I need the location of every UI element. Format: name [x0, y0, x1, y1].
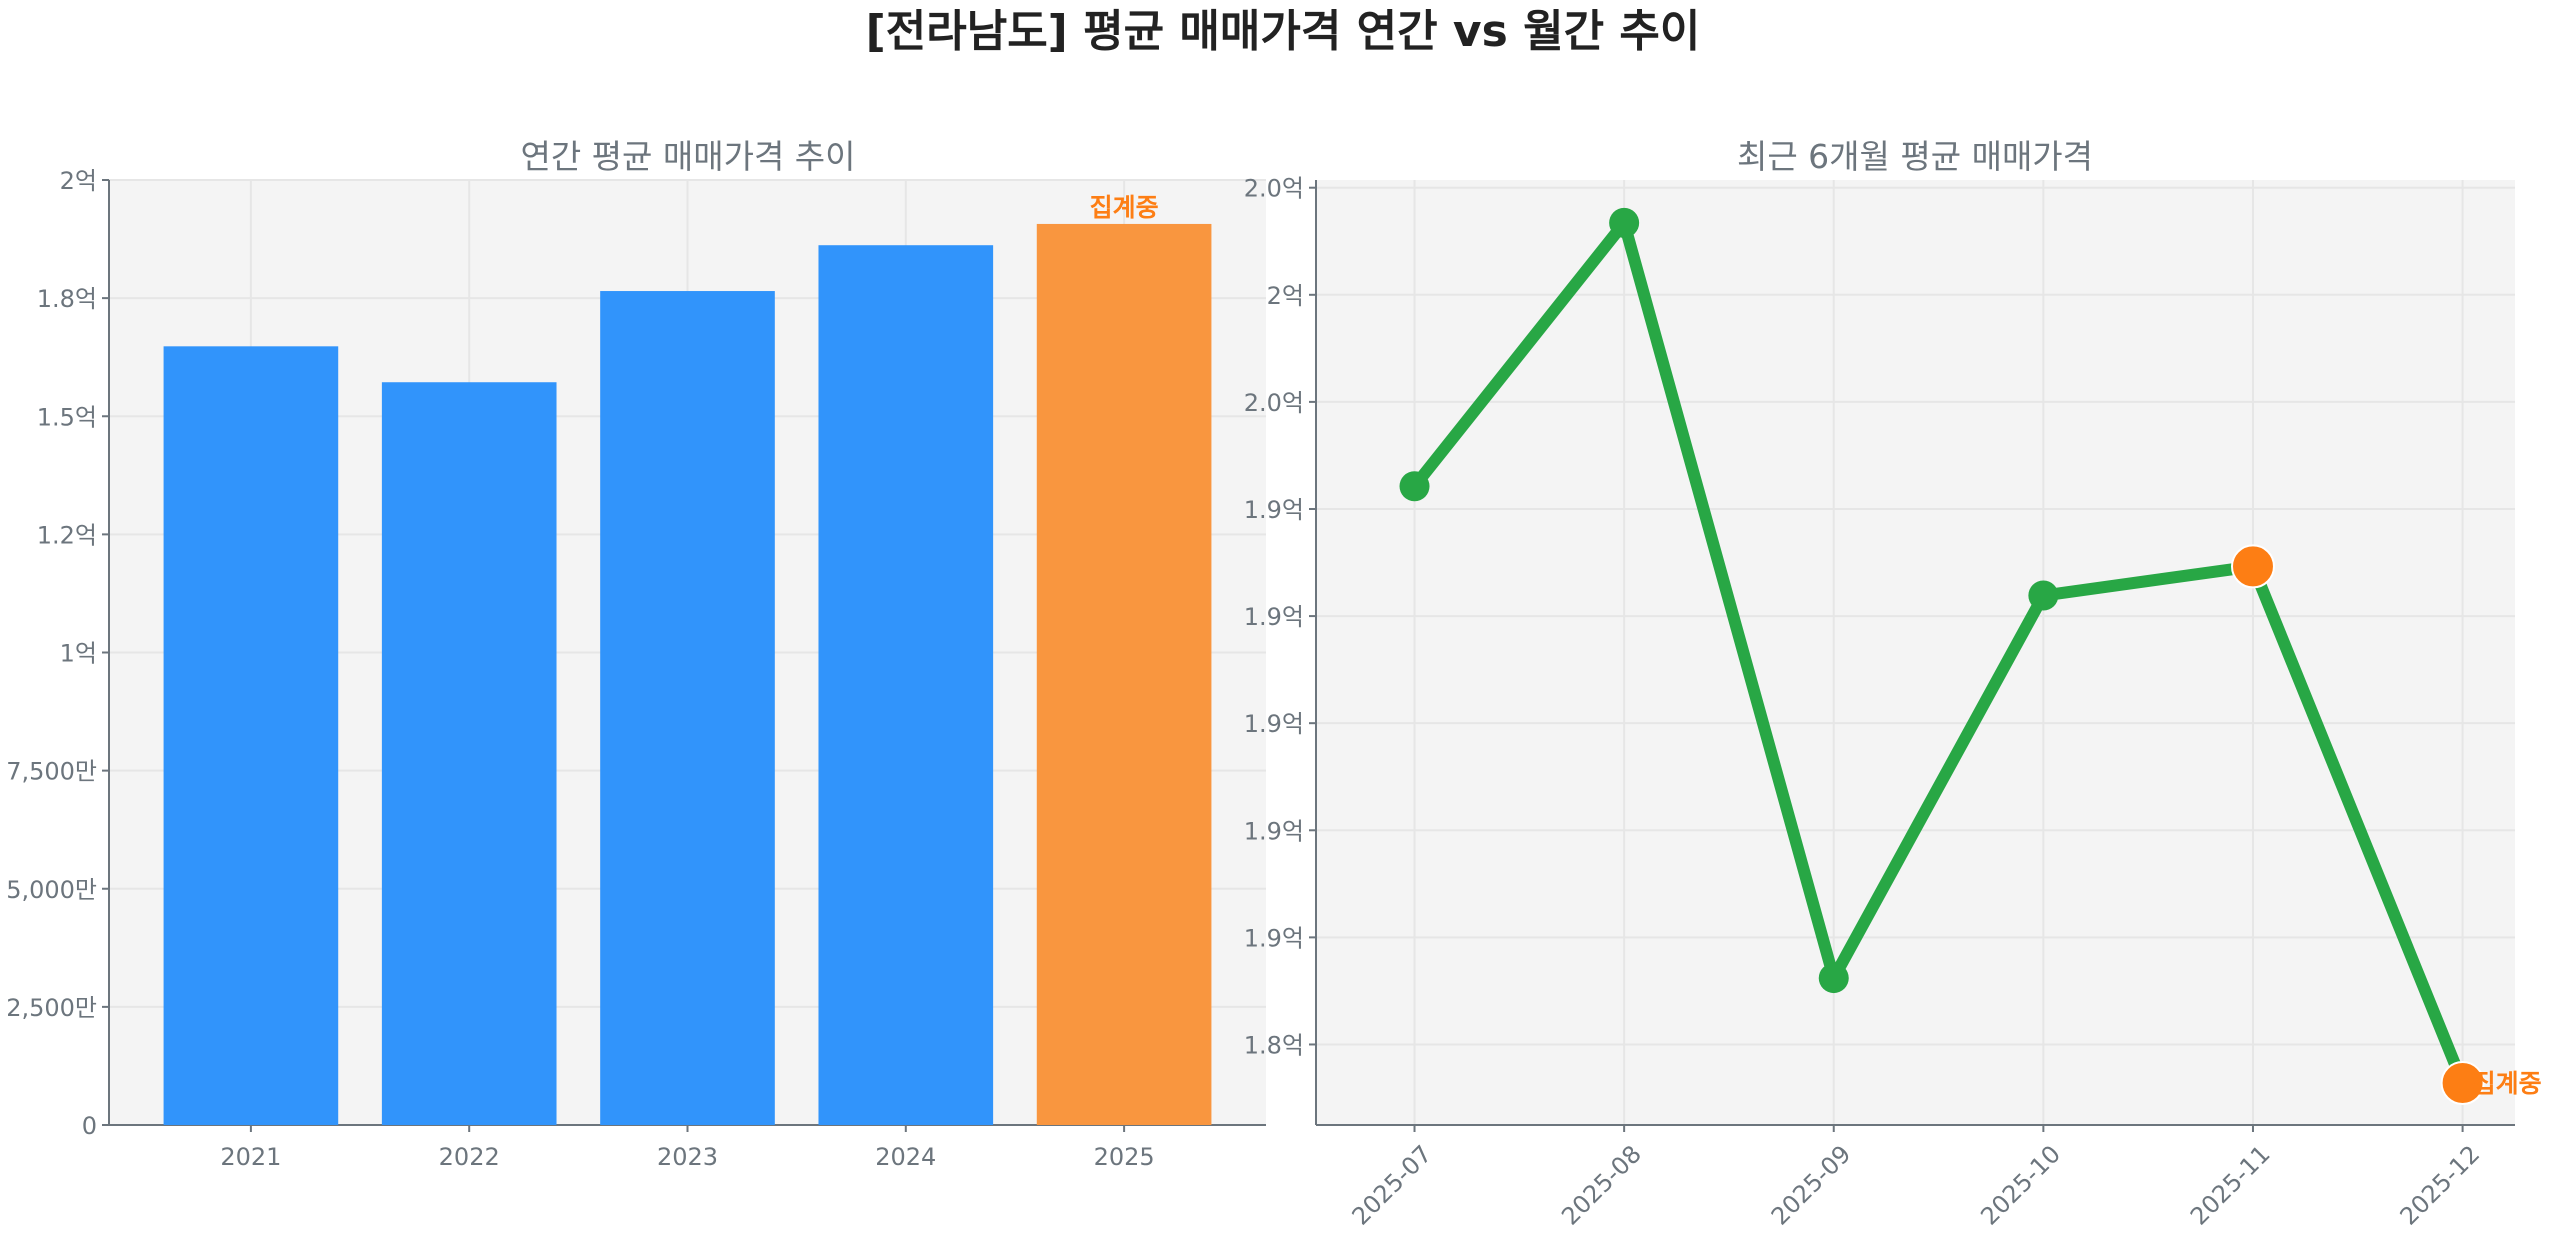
annotation-label: 집계중 — [1090, 193, 1159, 222]
x-tick-label: 2025-11 — [2185, 1140, 2276, 1231]
x-tick-label: 2025-10 — [1975, 1140, 2066, 1231]
data-point-2025-10 — [2028, 580, 2059, 611]
data-point-2025-09 — [1818, 963, 1849, 994]
price-line — [1409, 216, 2469, 1086]
x-tick-label: 2021 — [220, 1143, 281, 1171]
y-tick-label: 0 — [82, 1112, 97, 1140]
y-tick-label: 1.9억 — [1244, 924, 1304, 952]
y-tick-label: 1.9억 — [1244, 817, 1304, 845]
x-tick-label: 2023 — [657, 1143, 718, 1171]
bar-2022 — [381, 382, 557, 1126]
bar-2021 — [163, 346, 339, 1125]
x-tick-label: 2025-07 — [1347, 1140, 1438, 1231]
data-point-2025-12 — [2440, 1061, 2485, 1106]
y-tick-label: 2억 — [1267, 282, 1304, 310]
annotation-label: 집계중 — [2473, 1069, 2542, 1098]
y-tick-label: 2,500만 — [6, 994, 97, 1022]
y-tick-label: 2.0억 — [1244, 175, 1304, 203]
monthly-line-chart: 최근 6개월 평균 매매가격 2.0억 2억 2.0억 1.9억 1.9억 1.9억 1.9… — [1244, 137, 2542, 1231]
data-point-2025-11 — [2230, 544, 2275, 589]
x-tick-label: 2022 — [439, 1143, 500, 1171]
y-tick-label: 1.9억 — [1244, 496, 1304, 524]
x-tick-label: 2024 — [875, 1143, 936, 1171]
y-tick-label: 1.9억 — [1244, 710, 1304, 738]
figure-title: [전라남도] 평균 매매가격 연간 vs 월간 추이 — [866, 6, 1701, 57]
data-point-2025-08 — [1609, 207, 1640, 238]
monthly-chart-title: 최근 6개월 평균 매매가격 — [1737, 137, 2093, 176]
x-tick-label: 2025 — [1094, 1143, 1155, 1171]
bar-2025 — [1036, 223, 1212, 1125]
x-tick-label: 2025-09 — [1766, 1140, 1857, 1231]
y-tick-label: 1억 — [60, 640, 97, 668]
y-tick-label: 2.0억 — [1244, 389, 1304, 417]
y-tick-label: 1.2억 — [37, 521, 97, 549]
annual-chart-title: 연간 평균 매매가격 추이 — [520, 137, 855, 176]
y-tick-label: 1.5억 — [37, 403, 97, 431]
y-tick-label: 2억 — [60, 167, 97, 195]
bar-2023 — [600, 291, 775, 1126]
x-tick-label: 2025-12 — [2395, 1140, 2486, 1231]
annual-bar-chart: 연간 평균 매매가격 추이 0 2,500만 5,000만 7,500만 1억 1.2억 1… — [6, 137, 1266, 1171]
bar-2024 — [818, 245, 994, 1125]
x-tick-label: 2025-08 — [1556, 1140, 1647, 1231]
y-tick-label: 7,500만 — [6, 758, 97, 786]
plot-area — [1316, 180, 2515, 1125]
y-tick-label: 1.8억 — [37, 285, 97, 313]
y-tick-label: 1.9억 — [1244, 603, 1304, 631]
y-tick-label: 1.8억 — [1244, 1031, 1304, 1059]
data-point-2025-07 — [1399, 471, 1430, 502]
y-tick-label: 5,000만 — [6, 876, 97, 904]
